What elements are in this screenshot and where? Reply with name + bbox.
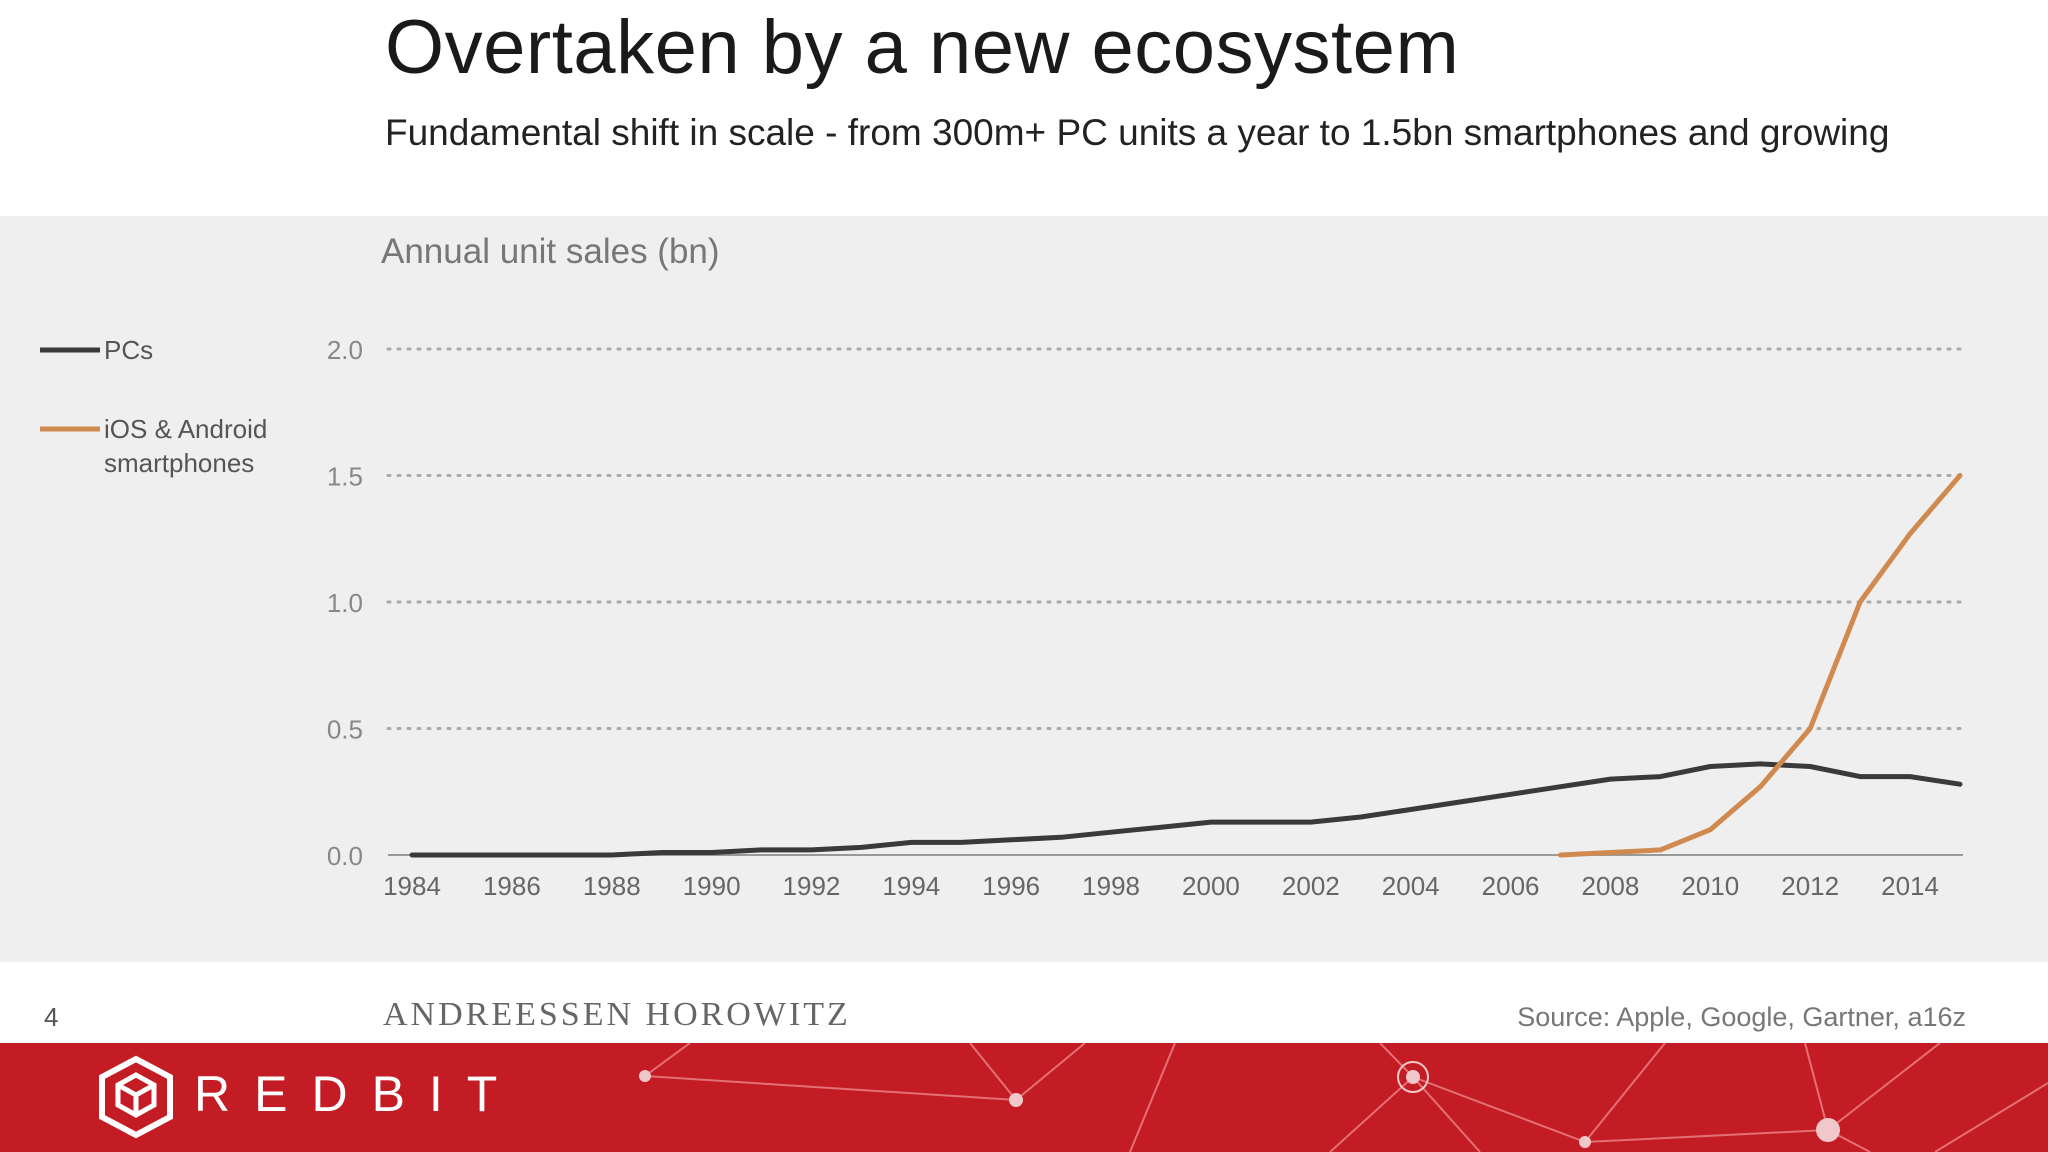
series-line-smartphones (1558, 473, 1963, 858)
network-node-ring (1397, 1061, 1429, 1093)
network-node (1579, 1136, 1591, 1148)
y-tick-label: 0.0 (327, 841, 363, 871)
series-line-pcs (409, 761, 1963, 858)
x-tick-label: 1994 (882, 871, 940, 901)
source-note: Source: Apple, Google, Gartner, a16z (1517, 1002, 1966, 1032)
slide-title: Overtaken by a new ecosystem (385, 5, 1460, 90)
x-tick-label: 2000 (1182, 871, 1240, 901)
x-tick-label: 1984 (383, 871, 441, 901)
redbit-logo-icon (99, 1055, 173, 1139)
y-tick-label: 0.5 (327, 715, 363, 745)
x-tick-label: 1986 (483, 871, 541, 901)
slide-subtitle: Fundamental shift in scale - from 300m+ … (385, 112, 1890, 153)
x-tick-label: 2002 (1282, 871, 1340, 901)
x-tick-label: 2010 (1681, 871, 1739, 901)
x-tick-label: 1990 (683, 871, 741, 901)
x-tick-label: 2014 (1881, 871, 1939, 901)
y-tick-label: 1.5 (327, 462, 363, 492)
chart-title: Annual unit sales (bn) (381, 232, 720, 271)
x-tick-label: 1992 (783, 871, 841, 901)
y-tick-label: 1.0 (327, 588, 363, 618)
x-tick-label: 1996 (982, 871, 1040, 901)
network-node (1009, 1093, 1023, 1107)
firm-name: ANDREESSEN HOROWITZ (383, 996, 851, 1033)
x-tick-label: 1988 (583, 871, 641, 901)
legend-label: smartphones (104, 448, 254, 478)
line-chart: Annual unit sales (bn) 0.0 0.5 1.0 1.5 2.0 19… (40, 232, 1965, 901)
brand-bar: REDBIT (0, 1043, 2048, 1152)
chart-panel: Annual unit sales (bn) 0.0 0.5 1.0 1.5 2.0 19… (0, 216, 2048, 962)
legend-label: iOS & Android (104, 414, 267, 444)
network-node (1406, 1070, 1420, 1084)
brand-name: REDBIT (194, 1066, 522, 1122)
x-tick-label: 2006 (1482, 871, 1540, 901)
slide-number: 4 (44, 1002, 59, 1032)
x-tick-label: 1998 (1082, 871, 1140, 901)
legend-label: PCs (104, 335, 153, 365)
y-tick-label: 2.0 (327, 335, 363, 365)
network-decoration (639, 1043, 2048, 1152)
x-tick-label: 2004 (1382, 871, 1440, 901)
network-node (639, 1070, 651, 1082)
network-node (1816, 1118, 1840, 1142)
x-tick-label: 2012 (1781, 871, 1839, 901)
x-tick-label: 2008 (1582, 871, 1640, 901)
